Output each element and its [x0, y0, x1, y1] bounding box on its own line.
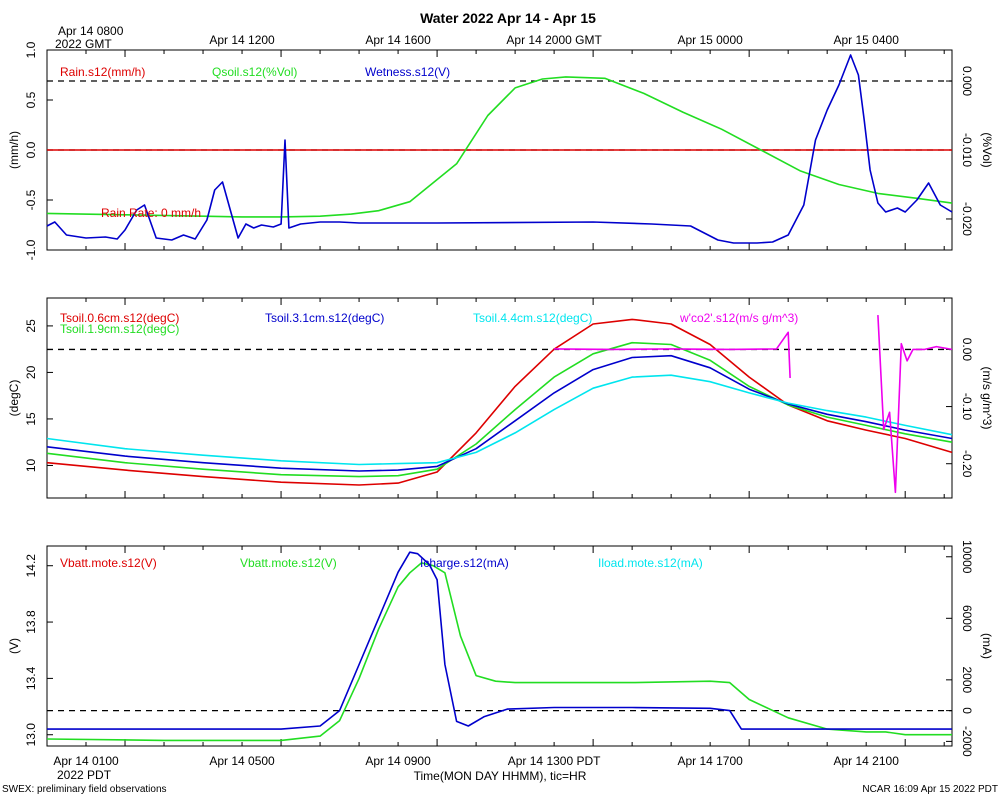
panel-1: -1.0 -0.5 0.0 0.5 1.0 -0.020 -0.010 0.000 (mm/h)… [7, 41, 994, 260]
series-line-vbatt-mote-s12-v- [46, 562, 952, 742]
series-line-w-co2-s12-m-s-g-m-3- [554, 331, 791, 379]
bottom-axis-label: Apr 14 0100 [53, 754, 119, 768]
bottom-axis-label: Apr 14 1300 PDT [508, 754, 601, 768]
y-right-tick-label: 2000 [960, 666, 974, 693]
y-left-tick-label: -1.0 [24, 239, 38, 260]
y-left-tick-label: 25 [24, 319, 38, 333]
y-right-tick-label: -0.020 [960, 202, 974, 236]
y-left-label: (degC) [7, 380, 21, 417]
series-line-icharge-s12-ma- [47, 551, 952, 730]
chart-title: Water 2022 Apr 14 - Apr 15 [420, 10, 596, 26]
y-left-tick-label: 13.4 [24, 666, 38, 690]
series-line-tsoil-4-4cm-s12-degc- [46, 374, 953, 466]
panel-3: 13.0 13.4 13.8 14.2 -2000 0 2000 6000 10000 (V) (m… [7, 540, 994, 757]
top-axis-label: Apr 14 1600 [365, 33, 431, 47]
legend-label: Tsoil.1.9cm.s12(degC) [60, 322, 179, 336]
legend-label: w'co2'.s12(m/s g/m^3) [679, 311, 798, 325]
bottom-time-axis: Apr 14 0100 Apr 14 0500 Apr 14 0900 Apr 14 … [53, 754, 899, 783]
y-left-tick-label: -0.5 [24, 189, 38, 210]
y-right-tick-label: 6000 [960, 605, 974, 632]
series-line-tsoil-1-9cm-s12-degc- [46, 341, 953, 478]
legend-label: Icharge.s12(mA) [420, 556, 509, 570]
legend-label: Tsoil.3.1cm.s12(degC) [265, 311, 384, 325]
y-left-tick-label: 13.8 [24, 610, 38, 634]
panel-frame [46, 545, 953, 747]
y-right-label: (mA) [980, 633, 994, 659]
chart-panels: -1.0-0.50.00.51.0-0.020-0.0100.000(mm/h)… [7, 41, 994, 757]
rain-rate-annotation: Rain Rate: 0 mm/h [101, 206, 201, 220]
y-left-tick-label: 0.5 [24, 91, 38, 108]
y-right-tick-label: -2000 [960, 726, 974, 757]
bottom-axis-label: Apr 14 0900 [365, 754, 431, 768]
legend-label: Iload.mote.s12(mA) [598, 556, 703, 570]
top-axis-label: Apr 14 1200 [209, 33, 275, 47]
series-line-qsoil-s12-vol- [46, 76, 953, 218]
y-left-tick-label: 15 [24, 412, 38, 426]
y-left-tick-label: 14.2 [24, 554, 38, 578]
top-axis-label: Apr 15 0400 [833, 33, 899, 47]
top-axis-first-label-line2: 2022 GMT [55, 37, 112, 51]
top-axis-labels: Apr 14 1200 Apr 14 1600 Apr 14 2000 GMT Apr… [209, 33, 899, 47]
legend-label: Tsoil.0.6cm.s12(degC) [60, 311, 179, 325]
footer-right: NCAR 16:09 Apr 15 2022 PDT [862, 784, 998, 795]
bottom-axis-year-label: 2022 PDT [57, 768, 112, 782]
y-right-tick-label: 0.00 [960, 338, 974, 362]
bottom-axis-labels: Apr 14 0100 Apr 14 0500 Apr 14 0900 Apr 14 … [53, 754, 899, 768]
footer-left: SWEX: preliminary field observations [2, 784, 167, 795]
panel-frame [46, 297, 953, 499]
top-axis-first-label-line1: Apr 14 0800 [58, 24, 124, 38]
y-right-tick-label: 0.000 [960, 66, 974, 96]
legend-label: Tsoil.4.4cm.s12(degC) [473, 311, 592, 325]
legend-label: Qsoil.s12(%Vol) [212, 65, 297, 79]
legend-label: Vbatt.mote.s12(V) [240, 556, 337, 570]
legend-label: Rain.s12(mm/h) [60, 65, 145, 79]
y-right-tick-label: -0.20 [960, 450, 974, 478]
legend-label: Vbatt.mote.s12(V) [60, 556, 157, 570]
y-right-tick-label: -0.10 [960, 393, 974, 421]
y-left-tick-label: 13.0 [24, 723, 38, 747]
y-right-label: (%Vol) [980, 132, 994, 167]
y-right-label: (m/s g/m^3) [980, 367, 994, 430]
legend-label: Wetness.s12(V) [365, 65, 450, 79]
bottom-axis-label: Apr 14 2100 [833, 754, 899, 768]
y-left-label: (mm/h) [7, 131, 21, 169]
series-line-wetness-s12-v- [46, 54, 953, 244]
y-left-tick-label: 1.0 [24, 41, 38, 58]
series-line-tsoil-0-6cm-s12-degc- [46, 318, 953, 486]
y-left-tick-label: 10 [24, 458, 38, 472]
y-left-label: (V) [7, 638, 21, 654]
y-left-tick-label: 0.0 [24, 141, 38, 158]
top-axis-label: Apr 15 0000 [677, 33, 743, 47]
y-right-tick-label: 10000 [960, 540, 974, 574]
bottom-axis-xlabel: Time(MON DAY HHMM), tic=HR [414, 769, 587, 783]
panel-2: 10 15 20 25 -0.20 -0.10 0.00 (degC) (m/s g/m^3) T… [7, 297, 994, 499]
series-line-tsoil-3-1cm-s12-degc- [46, 354, 953, 472]
y-right-tick-label: 0 [960, 707, 974, 714]
y-right-tick-label: -0.010 [960, 133, 974, 167]
series-line-w-co2-s12-m-s-g-m-3- [877, 315, 953, 494]
y-left-tick-label: 20 [24, 365, 38, 379]
top-axis-label: Apr 14 2000 GMT [506, 33, 602, 47]
bottom-axis-label: Apr 14 1700 [677, 754, 743, 768]
bottom-axis-label: Apr 14 0500 [209, 754, 275, 768]
top-time-axis: Apr 14 0800 2022 GMT Apr 14 1200 Apr 14 1… [55, 24, 899, 51]
